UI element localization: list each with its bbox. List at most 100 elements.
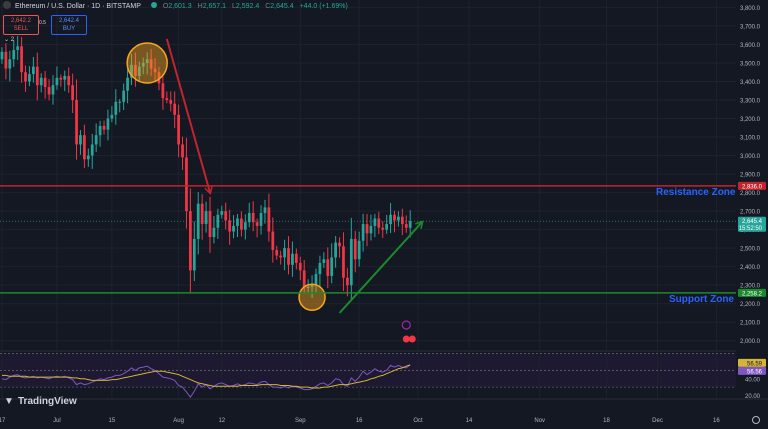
- open-value: 2,601.3: [168, 3, 192, 10]
- candle: [208, 196, 212, 253]
- candle: [385, 214, 389, 234]
- candle: [228, 209, 232, 245]
- candle-body: [291, 253, 294, 265]
- candle: [314, 268, 318, 294]
- candle: [271, 217, 275, 263]
- candle-body: [243, 222, 247, 230]
- candle: [287, 236, 290, 275]
- candle-body: [114, 101, 118, 115]
- candle-body: [145, 59, 149, 63]
- indicators-toggle[interactable]: ⌄ 2: [4, 37, 15, 43]
- time-tick-label: 16: [356, 418, 363, 424]
- candle-body: [126, 77, 129, 91]
- symbol-title[interactable]: Ethereum / U.S. Dollar · 1D · BITSTAMP: [15, 3, 141, 10]
- candle: [346, 268, 349, 297]
- rsi-value-badge: 56.56: [738, 366, 766, 375]
- candle-body: [31, 66, 35, 75]
- price-tick-label: 3,300.0: [740, 99, 761, 105]
- candle-body: [287, 248, 290, 265]
- candle: [220, 205, 224, 219]
- last-price-badge: 2,645.415:52:50: [738, 216, 766, 232]
- candle: [20, 37, 23, 83]
- rsi-ma-badge-bg: [738, 358, 766, 367]
- candle: [110, 106, 114, 123]
- price-tick-label: 2,700.0: [740, 210, 761, 216]
- candle: [94, 123, 98, 153]
- candle-body: [130, 64, 133, 78]
- candle-body: [314, 274, 318, 286]
- high-key: H: [197, 3, 203, 10]
- time-tick-label: Nov: [534, 418, 545, 424]
- candle: [400, 208, 404, 236]
- candle-body: [141, 62, 145, 67]
- candle: [134, 52, 137, 87]
- candle: [71, 73, 74, 113]
- candle: [63, 70, 67, 92]
- candle-body: [35, 66, 39, 86]
- candle: [338, 237, 341, 258]
- candle-body: [342, 246, 345, 278]
- candle: [232, 215, 235, 239]
- candle: [67, 67, 71, 93]
- candle: [294, 248, 298, 270]
- candle-body: [51, 85, 55, 95]
- candle: [259, 205, 263, 235]
- candle-body: [283, 248, 286, 258]
- candle-body: [149, 59, 153, 69]
- candle-body: [24, 72, 27, 82]
- candle-body: [212, 227, 216, 238]
- candle-body: [55, 77, 59, 86]
- candle-body: [169, 100, 173, 104]
- tradingview-logo-icon: ▼: [4, 396, 14, 407]
- open-key: O: [162, 3, 169, 10]
- candle: [326, 247, 330, 289]
- candle: [47, 79, 51, 101]
- candle-body: [389, 214, 392, 225]
- buy-button[interactable]: 2,642.4 BUY: [51, 15, 87, 35]
- candle: [98, 120, 102, 147]
- candle: [283, 239, 286, 271]
- tradingview-logo-text: TradingView: [18, 396, 77, 407]
- candle: [59, 74, 63, 87]
- highlight-circle: [126, 42, 168, 84]
- price-tick-label: 3,200.0: [740, 117, 761, 123]
- candle-body: [251, 212, 255, 223]
- ethereum-icon: [3, 1, 11, 10]
- candle: [4, 43, 8, 80]
- candle: [361, 213, 365, 252]
- candle: [318, 255, 322, 287]
- candle: [145, 52, 149, 75]
- candle: [83, 124, 86, 169]
- rsi-tick-label: 40.00: [745, 377, 761, 383]
- price-tick-label: 2,400.0: [740, 265, 761, 271]
- candle: [377, 211, 381, 235]
- candle: [126, 68, 129, 104]
- candle-body: [71, 85, 74, 100]
- candle-body: [349, 238, 353, 286]
- buy-price: 2,642.4: [58, 18, 80, 24]
- sell-button[interactable]: 2,642.2 SELL: [3, 15, 39, 35]
- price-tick-label: 2,200.0: [740, 302, 761, 308]
- rsi-ma-badge-text: 56.59: [747, 361, 763, 367]
- candle-body: [310, 285, 314, 288]
- candle-body: [279, 255, 283, 258]
- candle: [86, 148, 90, 167]
- candle-body: [318, 262, 322, 275]
- candle-body: [102, 125, 106, 130]
- candle: [173, 91, 177, 129]
- candle: [137, 61, 141, 82]
- candle-body: [236, 218, 239, 226]
- candle: [39, 73, 43, 93]
- candle: [322, 252, 326, 268]
- candle: [236, 213, 239, 238]
- last-price-badge-text: 15:52:50: [739, 226, 763, 232]
- tradingview-logo[interactable]: ▼ TradingView: [4, 396, 77, 407]
- candle-body: [157, 72, 161, 84]
- candle-body: [118, 101, 122, 103]
- candle: [122, 83, 126, 110]
- candle: [240, 211, 243, 237]
- candle-body: [4, 51, 8, 69]
- price-tick-label: 3,700.0: [740, 24, 761, 30]
- time-tick-label: Dec: [652, 418, 663, 424]
